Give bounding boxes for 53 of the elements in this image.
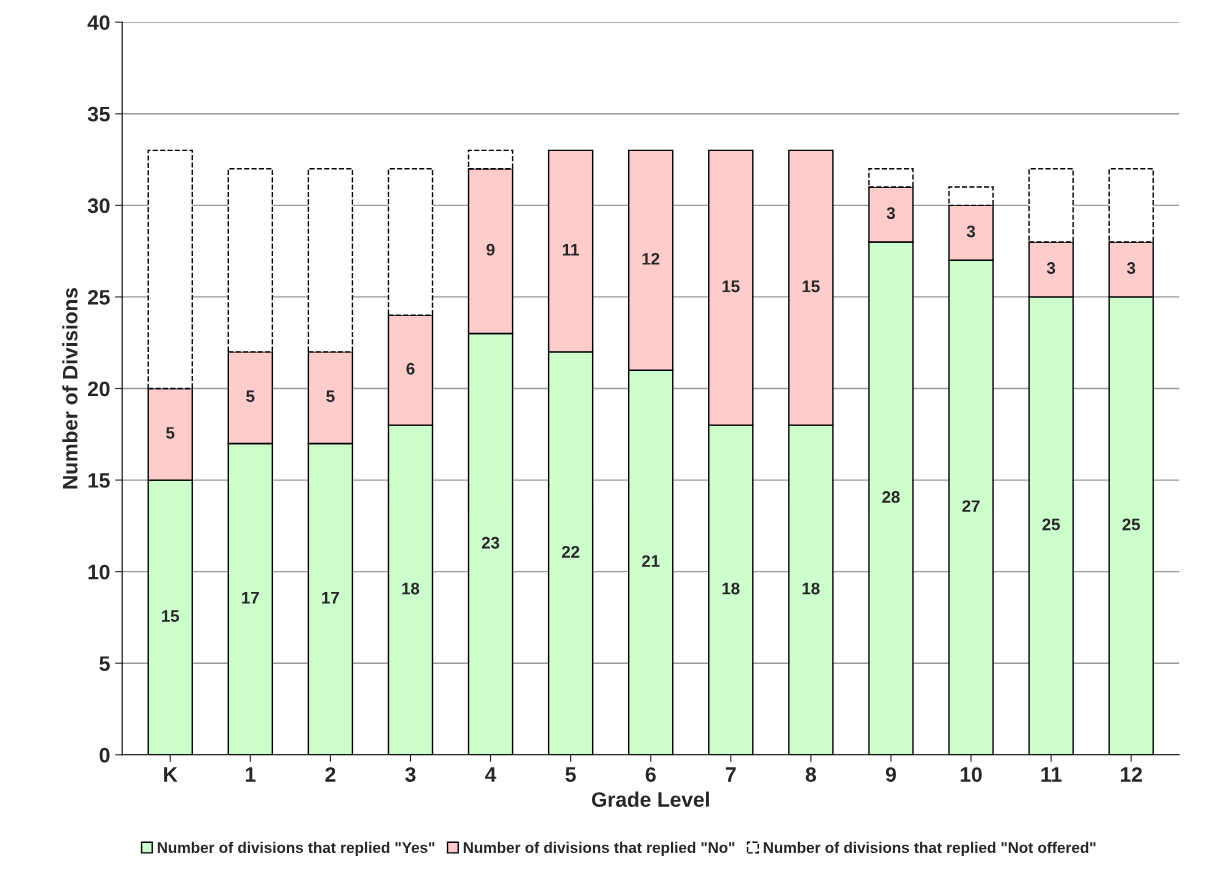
y-tick-label: 10 — [88, 564, 110, 580]
data-label: 6 — [406, 362, 415, 375]
x-tick-label: 8 — [805, 767, 817, 782]
data-label: 3 — [886, 207, 895, 219]
data-label: 5 — [246, 390, 255, 403]
data-label: 18 — [802, 582, 820, 595]
data-label: 3 — [966, 225, 976, 238]
data-label: 17 — [322, 591, 339, 604]
data-label: 18 — [402, 582, 420, 595]
data-label: 11 — [562, 243, 579, 256]
y-tick-label: 15 — [88, 473, 110, 488]
legend-label: Number of divisions that replied "Yes" — [157, 841, 435, 857]
data-label: 27 — [962, 500, 980, 512]
data-label: 25 — [1122, 518, 1140, 531]
data-label: 23 — [481, 536, 500, 549]
data-label: 3 — [1046, 262, 1056, 274]
y-axis-title: Number of Divisions — [62, 288, 78, 489]
data-label: 5 — [326, 390, 335, 403]
x-tick-label: 12 — [1120, 767, 1142, 782]
y-tick-label: 20 — [87, 381, 110, 397]
x-tick-label: 9 — [885, 767, 896, 782]
data-label: 15 — [722, 280, 740, 293]
data-label: 28 — [882, 491, 900, 503]
x-tick-label: 10 — [960, 767, 982, 782]
y-tick-label: 5 — [99, 656, 110, 671]
x-tick-label: K — [164, 767, 178, 782]
data-label: 5 — [166, 427, 175, 439]
x-tick-label: 3 — [405, 767, 416, 782]
x-tick-label: 2 — [325, 767, 336, 782]
data-label: 3 — [1126, 262, 1136, 274]
data-label: 15 — [162, 610, 180, 622]
data-label: 18 — [722, 582, 740, 595]
data-label: 25 — [1042, 518, 1060, 531]
data-label: 9 — [486, 243, 495, 256]
x-tick-label: 5 — [565, 767, 576, 782]
y-tick-label: 25 — [87, 289, 110, 305]
data-label: 21 — [642, 555, 660, 567]
x-tick-label: 4 — [485, 767, 497, 782]
data-label: 22 — [561, 546, 580, 558]
x-tick-label: 1 — [245, 767, 256, 782]
x-axis-title: Grade Level — [591, 791, 709, 807]
data-label: 12 — [642, 252, 660, 265]
y-tick-label: 30 — [87, 198, 110, 214]
x-tick-label: 6 — [645, 767, 656, 782]
y-tick-label: 35 — [87, 106, 110, 122]
x-tick-label: 11 — [1041, 767, 1062, 782]
x-tick-label: 7 — [725, 767, 736, 782]
y-tick-label: 40 — [87, 15, 110, 30]
data-label: 15 — [802, 280, 820, 293]
legend-label: Number of divisions that replied "No" — [463, 841, 735, 857]
legend-label: Number of divisions that replied "Not offered" — [763, 841, 1096, 857]
y-tick-label: 0 — [99, 747, 110, 763]
data-label: 17 — [242, 591, 259, 604]
